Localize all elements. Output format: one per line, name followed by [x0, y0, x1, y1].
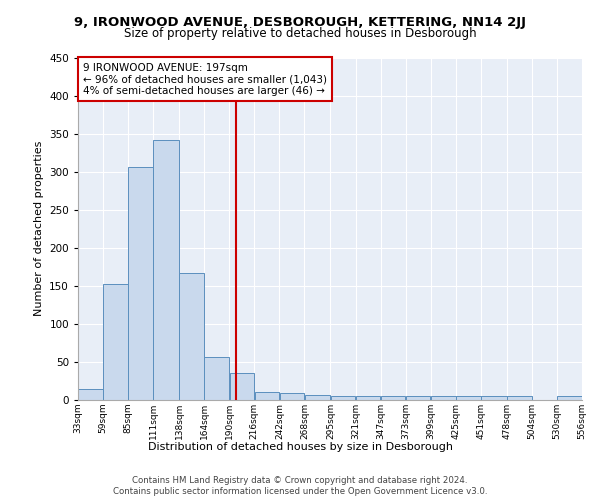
Y-axis label: Number of detached properties: Number of detached properties: [34, 141, 44, 316]
Bar: [431, 396, 455, 400]
Bar: [154, 140, 179, 400]
Text: Distribution of detached houses by size in Desborough: Distribution of detached houses by size …: [148, 442, 452, 452]
Bar: [179, 273, 204, 400]
Bar: [557, 396, 582, 400]
Bar: [78, 388, 103, 400]
Bar: [356, 396, 380, 400]
Text: Size of property relative to detached houses in Desborough: Size of property relative to detached ho…: [124, 26, 476, 40]
Bar: [205, 356, 229, 400]
Bar: [230, 374, 254, 400]
Bar: [406, 396, 430, 400]
Text: Contains HM Land Registry data © Crown copyright and database right 2024.: Contains HM Land Registry data © Crown c…: [132, 476, 468, 485]
Text: 9 IRONWOOD AVENUE: 197sqm
← 96% of detached houses are smaller (1,043)
4% of sem: 9 IRONWOOD AVENUE: 197sqm ← 96% of detac…: [83, 62, 327, 96]
Bar: [128, 167, 153, 400]
Bar: [381, 396, 406, 400]
Bar: [280, 393, 304, 400]
Bar: [507, 396, 532, 400]
Bar: [331, 396, 355, 400]
Text: Contains public sector information licensed under the Open Government Licence v3: Contains public sector information licen…: [113, 487, 487, 496]
Bar: [456, 396, 481, 400]
Bar: [305, 396, 330, 400]
Bar: [254, 392, 279, 400]
Bar: [103, 284, 128, 400]
Bar: [481, 396, 506, 400]
Text: 9, IRONWOOD AVENUE, DESBOROUGH, KETTERING, NN14 2JJ: 9, IRONWOOD AVENUE, DESBOROUGH, KETTERIN…: [74, 16, 526, 29]
